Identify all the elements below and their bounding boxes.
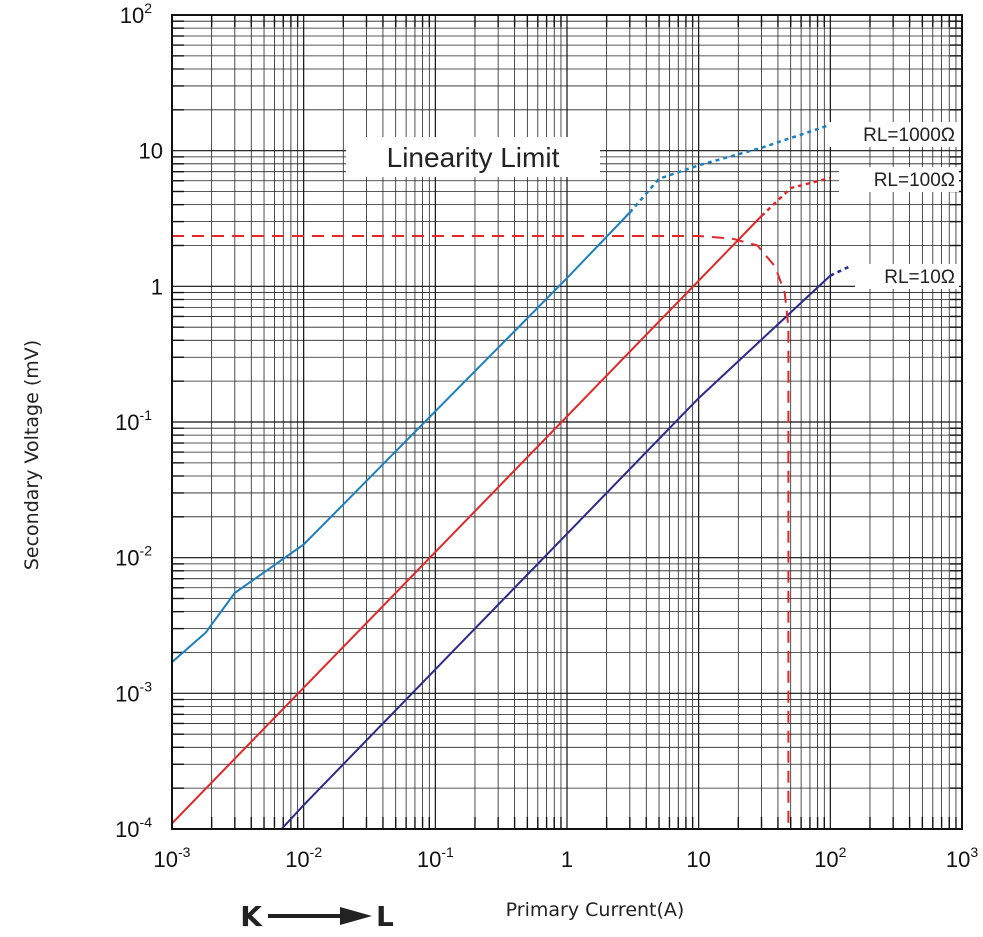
y-tick-label: 10-1 bbox=[115, 407, 152, 435]
x-tick-labels: 10-3 10-2 10-1 1 10 102 103 bbox=[154, 844, 979, 872]
series-label-2: RL=10Ω bbox=[884, 267, 955, 288]
series-label-0: RL=1000Ω bbox=[863, 125, 955, 146]
y-tick-label: 10-3 bbox=[115, 678, 152, 706]
x-tick-label: 102 bbox=[814, 844, 846, 872]
x-tick-label: 10-2 bbox=[285, 844, 322, 872]
y-tick-labels: 10-4 10-3 10-2 10-1 1 10 102 bbox=[115, 0, 163, 842]
x-tick-label: 10 bbox=[686, 847, 710, 872]
direction-to-label: L bbox=[376, 900, 394, 933]
series-label-bg bbox=[827, 122, 959, 147]
y-tick-label: 10-4 bbox=[115, 814, 152, 842]
series-label-1: RL=100Ω bbox=[874, 170, 955, 191]
y-axis-label: Secondary Voltage (mV) bbox=[21, 340, 43, 570]
y-tick-label: 1 bbox=[151, 274, 163, 299]
direction-from-label: K bbox=[240, 900, 263, 933]
linearity-limit-label-bg bbox=[346, 137, 600, 177]
linearity-limit-line bbox=[172, 235, 790, 829]
y-tick-label: 102 bbox=[120, 0, 152, 28]
series-line-1 bbox=[171, 215, 763, 825]
series-line-0 bbox=[171, 211, 631, 663]
series-layer bbox=[171, 123, 851, 830]
series-line-2 bbox=[280, 274, 831, 830]
series-dotted-2 bbox=[829, 265, 851, 277]
series-dotted-0 bbox=[628, 123, 831, 214]
series-label-bg bbox=[839, 167, 959, 192]
y-tick-label: 10 bbox=[139, 139, 163, 164]
direction-arrow-head bbox=[340, 907, 372, 925]
x-tick-label: 10-1 bbox=[417, 844, 454, 872]
direction-indicator: K L bbox=[240, 900, 394, 933]
series-dotted-1 bbox=[760, 176, 831, 217]
y-tick-label: 10-2 bbox=[115, 543, 152, 571]
x-tick-label: 10-3 bbox=[154, 844, 191, 872]
series-label-bg bbox=[855, 264, 959, 289]
plot-frame bbox=[171, 14, 963, 830]
linearity-limit-label: Linearity Limit bbox=[387, 142, 560, 173]
x-axis-label: Primary Current(A) bbox=[506, 899, 685, 921]
annotation-layer: Linearity Limit RL=1000Ω RL=100Ω RL=10Ω bbox=[172, 122, 959, 829]
x-tick-label: 1 bbox=[561, 847, 573, 872]
x-tick-label: 103 bbox=[946, 844, 978, 872]
